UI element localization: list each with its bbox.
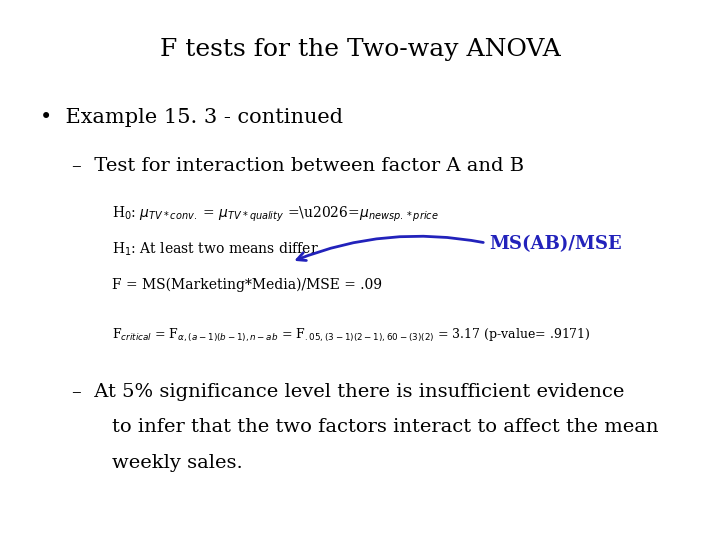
Text: weekly sales.: weekly sales. bbox=[112, 454, 243, 471]
Text: –  At 5% significance level there is insufficient evidence: – At 5% significance level there is insu… bbox=[72, 383, 624, 401]
Text: •  Example 15. 3 - continued: • Example 15. 3 - continued bbox=[40, 108, 343, 127]
Text: F = MS(Marketing*Media)/MSE = .09: F = MS(Marketing*Media)/MSE = .09 bbox=[112, 278, 382, 293]
Text: H$_0$: $\mu_{TV*conv.}$ = $\mu_{TV*quality}$ =\u2026=$\mu_{newsp.*price}$: H$_0$: $\mu_{TV*conv.}$ = $\mu_{TV*quali… bbox=[112, 205, 438, 225]
Text: –  Test for interaction between factor A and B: – Test for interaction between factor A … bbox=[72, 157, 524, 174]
Text: H$_1$: At least two means differ: H$_1$: At least two means differ bbox=[112, 240, 318, 258]
Text: to infer that the two factors interact to affect the mean: to infer that the two factors interact t… bbox=[112, 418, 658, 436]
Text: F tests for the Two-way ANOVA: F tests for the Two-way ANOVA bbox=[160, 38, 560, 61]
Text: MS(AB)/MSE: MS(AB)/MSE bbox=[490, 235, 622, 253]
Text: F$_{critical}$ = F$_{\alpha,(a-1)(b-1),n-ab}$ = F$_{.05,(3-1)(2-1),60-(3)(2)}$ =: F$_{critical}$ = F$_{\alpha,(a-1)(b-1),n… bbox=[112, 327, 590, 344]
